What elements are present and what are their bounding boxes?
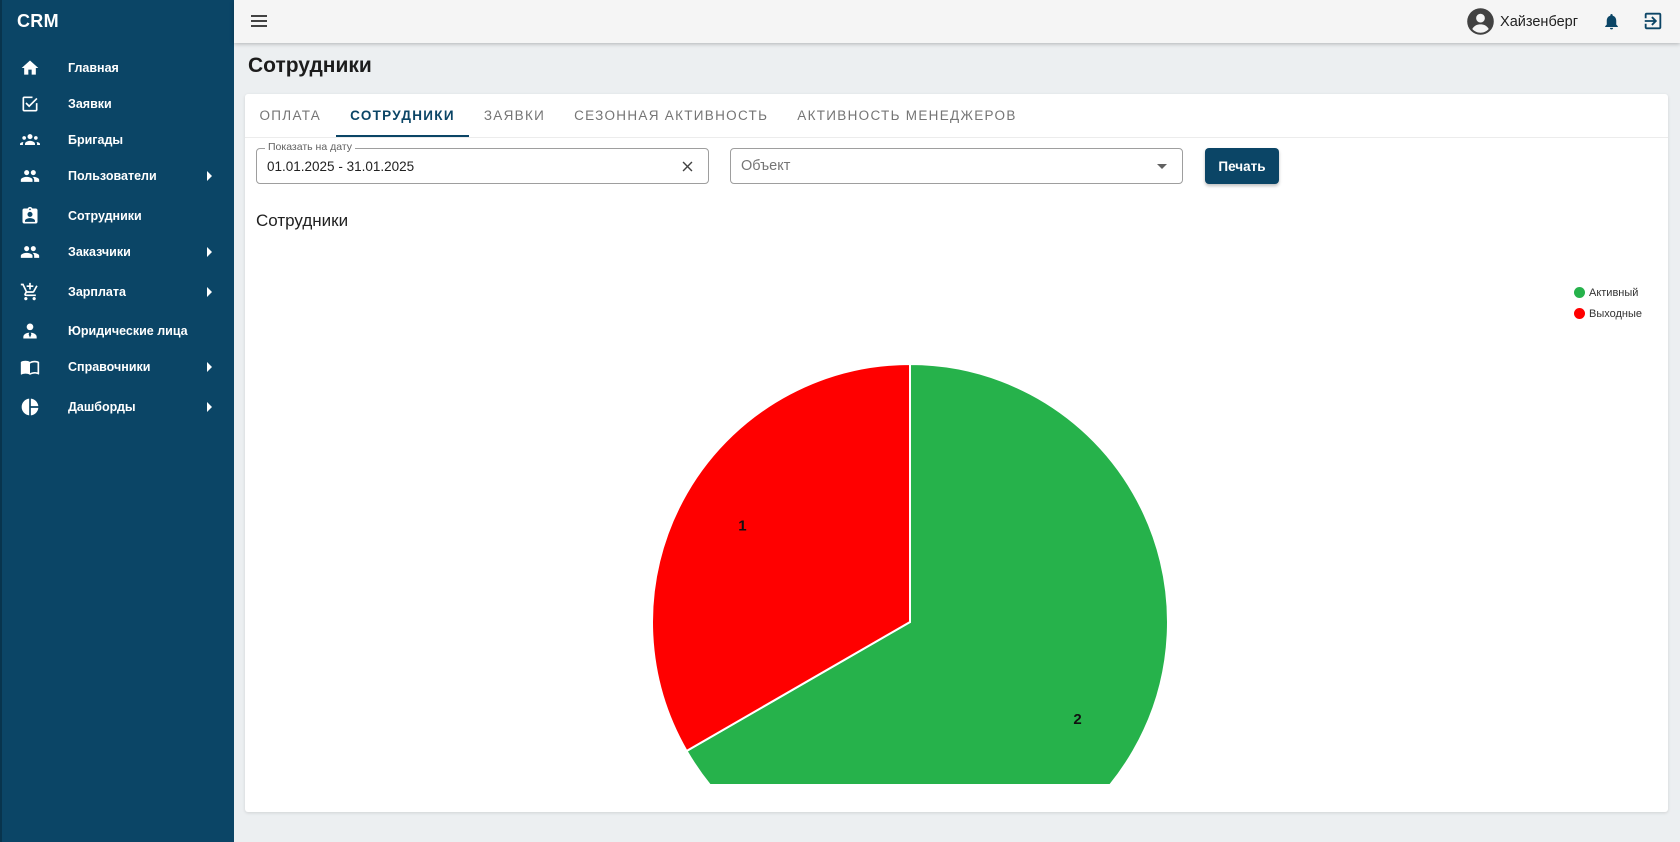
sidebar-item-1[interactable]: Заявки <box>2 86 234 123</box>
people-icon <box>20 242 40 262</box>
caret-right-icon <box>207 171 212 182</box>
book-icon <box>20 357 40 377</box>
chart-title: Сотрудники <box>256 211 349 230</box>
legend-label: Выходные <box>1589 307 1643 320</box>
pie-slice-label: 2 <box>1073 711 1081 728</box>
legend-item[interactable]: Выходные <box>1574 303 1642 324</box>
sidebar-item-0[interactable]: Главная <box>2 50 234 87</box>
user-name: Хайзенберг <box>1500 13 1578 30</box>
person-tie-icon <box>20 321 40 341</box>
sidebar-item-label: Сотрудники <box>68 209 142 224</box>
sidebar-item-9[interactable]: Дашборды <box>2 389 234 426</box>
app-title: CRM <box>17 11 59 31</box>
sidebar-item-2[interactable]: Бригады <box>2 122 234 159</box>
user-menu[interactable]: Хайзенберг <box>1466 7 1578 36</box>
caret-right-icon <box>207 247 212 258</box>
sidebar-item-label: Бригады <box>68 133 124 148</box>
sidebar-item-8[interactable]: Справочники <box>2 349 234 386</box>
pie-slice-label: 1 <box>738 517 746 534</box>
tab-1[interactable]: СОТРУДНИКИ <box>335 94 470 137</box>
legend-dot <box>1574 287 1585 298</box>
caret-right-icon <box>207 362 212 373</box>
sidebar-item-6[interactable]: Зарплата <box>2 274 234 311</box>
legend-dot <box>1574 308 1585 319</box>
content-card: ОПЛАТА СОТРУДНИКИ ЗАЯВКИ СЕЗОННАЯ АКТИВНОСТ… <box>245 94 1668 812</box>
page-title: Сотрудники <box>248 54 372 77</box>
tab-2[interactable]: ЗАЯВКИ <box>483 108 546 123</box>
date-range-label: Показать на дату <box>265 141 356 153</box>
tabs-bar: ОПЛАТА СОТРУДНИКИ ЗАЯВКИ СЕЗОННАЯ АКТИВНОСТ… <box>245 94 1031 137</box>
checkbox-icon <box>20 94 40 114</box>
object-placeholder: Объект <box>741 158 791 174</box>
tab-3[interactable]: СЕЗОННАЯ АКТИВНОСТЬ <box>574 108 769 123</box>
sidebar-item-label: Юридические лица <box>68 324 188 339</box>
clear-icon[interactable] <box>679 158 696 175</box>
tabs-divider <box>245 137 1668 138</box>
sidebar-item-label: Пользователи <box>68 169 157 184</box>
dropdown-arrow-icon <box>1157 164 1167 169</box>
account-circle-icon <box>1467 8 1494 35</box>
cart-icon <box>20 282 40 302</box>
tab-4[interactable]: АКТИВНОСТЬ МЕНЕДЖЕРОВ <box>797 108 1017 123</box>
pie-chart-icon <box>20 397 40 417</box>
pie-slice[interactable] <box>651 362 911 753</box>
menu-toggle-icon[interactable] <box>251 15 267 27</box>
people-icon <box>20 166 40 186</box>
caret-right-icon <box>207 402 212 413</box>
date-range-field[interactable]: Показать на дату 01.01.2025 - 31.01.2025 <box>256 141 709 184</box>
sidebar-item-3[interactable]: Пользователи <box>2 158 234 195</box>
groups-icon <box>20 130 40 150</box>
legend-item[interactable]: Активный <box>1574 282 1642 303</box>
date-range-value: 01.01.2025 - 31.01.2025 <box>267 159 415 174</box>
home-icon <box>20 58 40 78</box>
print-button[interactable]: Печать <box>1205 148 1279 184</box>
sidebar-item-label: Дашборды <box>68 400 136 415</box>
sidebar-item-label: Заказчики <box>68 245 131 260</box>
chart-legend: Активный Выходные <box>1574 282 1642 324</box>
sidebar-item-5[interactable]: Заказчики <box>2 234 234 271</box>
pie-slice[interactable] <box>685 362 1169 784</box>
sidebar-item-label: Заявки <box>68 97 112 112</box>
pie-chart: 21 <box>651 362 1169 784</box>
sidebar-item-4[interactable]: Сотрудники <box>2 198 234 235</box>
sidebar: CRM Главная Заявки Бригады Пользователи Сотр… <box>0 0 234 842</box>
legend-label: Активный <box>1589 286 1639 299</box>
logout-icon[interactable] <box>1642 10 1664 32</box>
object-select[interactable]: Объект <box>730 148 1183 184</box>
sidebar-item-label: Главная <box>68 61 119 76</box>
sidebar-item-label: Справочники <box>68 360 151 375</box>
sidebar-item-7[interactable]: Юридические лица <box>2 313 234 350</box>
caret-right-icon <box>207 287 212 298</box>
badge-icon <box>20 206 40 226</box>
topbar: Хайзенберг <box>234 0 1680 43</box>
bell-icon[interactable] <box>1602 11 1621 32</box>
sidebar-item-label: Зарплата <box>68 285 126 300</box>
tab-0[interactable]: ОПЛАТА <box>259 108 322 123</box>
